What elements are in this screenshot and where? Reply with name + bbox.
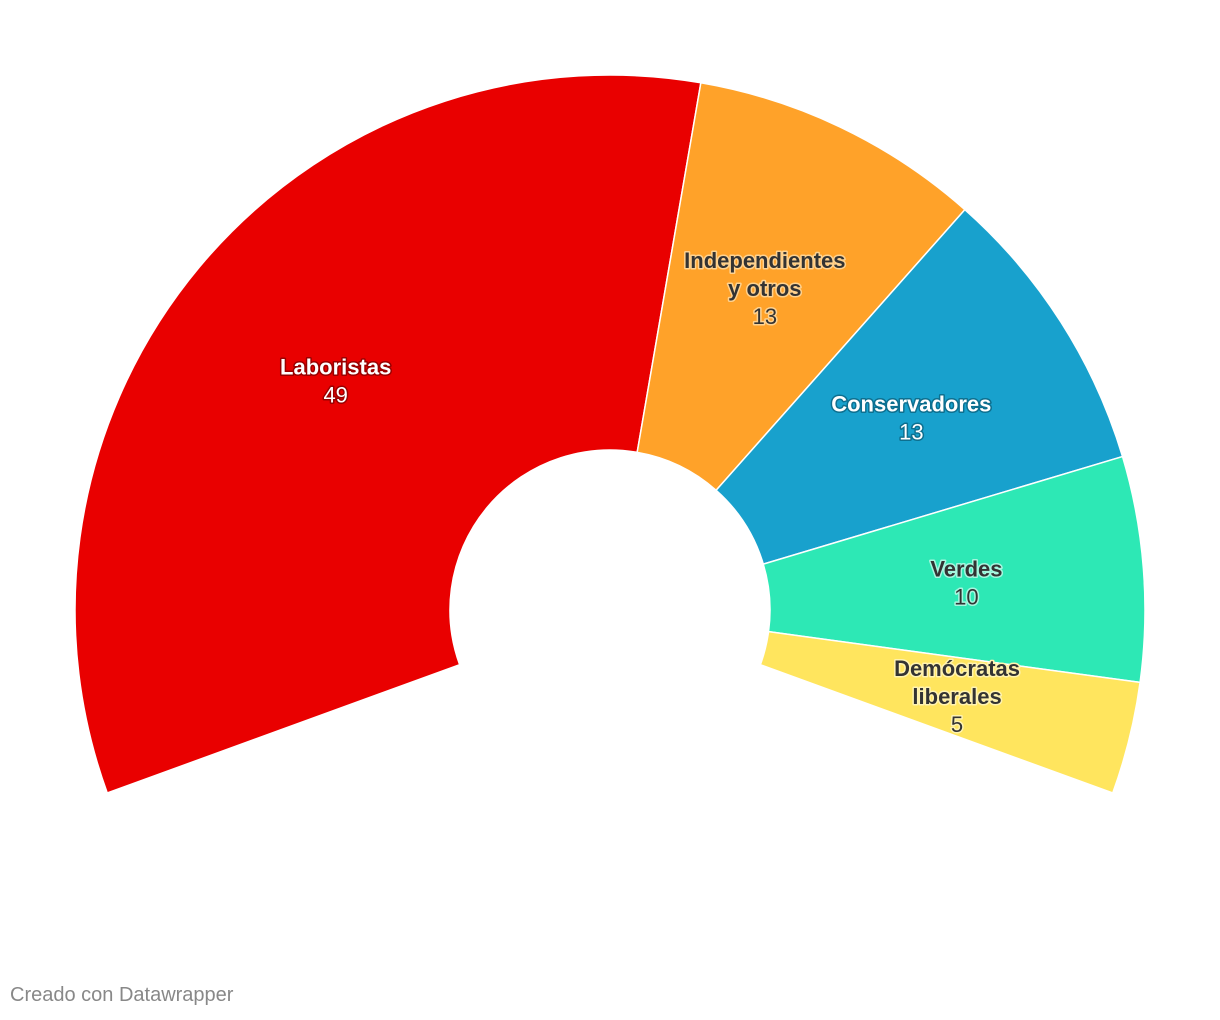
slice-value-3: 10 bbox=[954, 584, 978, 609]
slice-value-1: 13 bbox=[753, 304, 777, 329]
slice-3 bbox=[762, 455, 1146, 684]
slice-4 bbox=[759, 630, 1141, 794]
slice-name-1-0: Independientes bbox=[684, 248, 845, 273]
slice-name-0-0: Laboristas bbox=[280, 355, 391, 380]
slice-name-2-0: Conservadores bbox=[831, 392, 991, 417]
slice-1 bbox=[636, 81, 966, 492]
slice-label-3: Verdes 10 bbox=[929, 555, 1004, 611]
credit-text: Creado con Datawrapper bbox=[10, 984, 234, 1006]
slice-name-1-1: y otros bbox=[728, 276, 801, 301]
slice-value-0: 49 bbox=[323, 383, 347, 408]
slice-0 bbox=[74, 74, 702, 794]
slice-name-4-0: Demócratas bbox=[894, 656, 1020, 681]
chart-slices bbox=[74, 74, 1146, 794]
slice-name-3-0: Verdes bbox=[930, 556, 1002, 581]
slice-value-2: 13 bbox=[899, 420, 923, 445]
slice-label-0: Laboristas 49 bbox=[279, 353, 393, 409]
slice-value-4: 5 bbox=[951, 712, 963, 737]
slice-name-4-1: liberales bbox=[912, 684, 1001, 709]
slice-label-4: Demócratas liberales 5 bbox=[893, 654, 1022, 738]
slice-2 bbox=[715, 208, 1124, 566]
slice-label-2: Conservadores 13 bbox=[830, 390, 993, 446]
slice-label-1: Independientes y otros 13 bbox=[683, 246, 847, 330]
